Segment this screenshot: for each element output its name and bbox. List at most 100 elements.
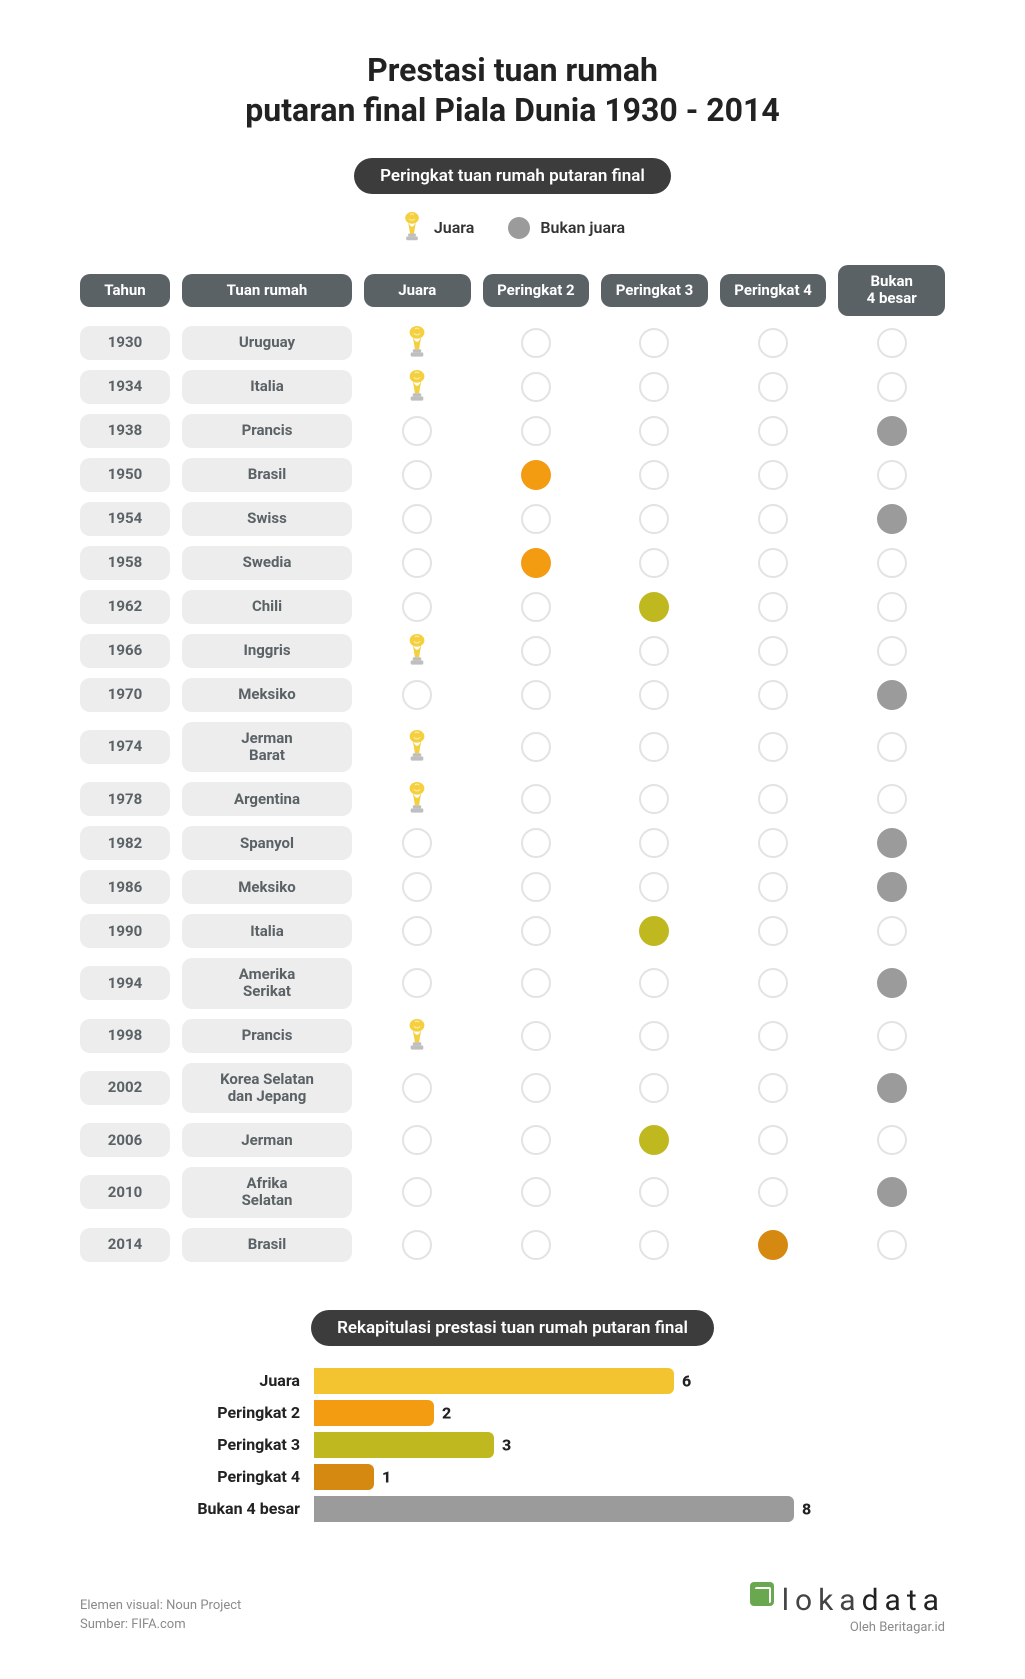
rank-cell [483, 1177, 590, 1207]
filled-dot-icon [521, 548, 551, 578]
rank-cell [364, 370, 471, 404]
host-cell: Argentina [182, 782, 352, 816]
bar-label: Juara [80, 1371, 300, 1390]
bar-track: 6 [314, 1368, 945, 1394]
recap-bars: Juara6Peringkat 22Peringkat 33Peringkat … [80, 1368, 945, 1522]
filled-dot-icon [877, 680, 907, 710]
year-cell: 2014 [80, 1228, 170, 1262]
empty-dot-icon [877, 916, 907, 946]
year-cell: 1966 [80, 634, 170, 668]
recap-title: Rekapitulasi prestasi tuan rumah putaran… [311, 1310, 714, 1346]
rank-cell [838, 328, 945, 358]
rank-cell [483, 328, 590, 358]
empty-dot-icon [758, 592, 788, 622]
rank-cell [364, 504, 471, 534]
table-column-header: Bukan4 besar [838, 265, 945, 316]
empty-dot-icon [639, 1073, 669, 1103]
empty-dot-icon [877, 1021, 907, 1051]
empty-dot-icon [521, 1073, 551, 1103]
empty-dot-icon [402, 1230, 432, 1260]
bar-fill [314, 1464, 374, 1490]
rank-cell [483, 968, 590, 998]
table-row: 1982Spanyol [80, 826, 945, 860]
empty-dot-icon [639, 504, 669, 534]
empty-dot-icon [521, 784, 551, 814]
rank-cell [720, 1021, 827, 1051]
rank-cell [720, 784, 827, 814]
host-cell: Brasil [182, 1228, 352, 1262]
empty-dot-icon [402, 416, 432, 446]
rank-cell [364, 1073, 471, 1103]
rank-cell [601, 1125, 708, 1155]
filled-dot-icon [877, 968, 907, 998]
rank-cell [838, 504, 945, 534]
rank-cell [720, 548, 827, 578]
empty-dot-icon [758, 328, 788, 358]
filled-dot-icon [877, 416, 907, 446]
rank-cell [720, 680, 827, 710]
empty-dot-icon [639, 680, 669, 710]
rank-cell [720, 1125, 827, 1155]
brand-logo: lokadata [750, 1582, 945, 1618]
filled-dot-icon [877, 1177, 907, 1207]
rank-cell [838, 636, 945, 666]
empty-dot-icon [521, 916, 551, 946]
host-cell: Prancis [182, 414, 352, 448]
rank-cell [720, 1230, 827, 1260]
table-row: 1962Chili [80, 590, 945, 624]
table-row: 2002Korea Selatandan Jepang [80, 1063, 945, 1114]
table-column-header: Peringkat 4 [720, 274, 827, 307]
ranking-table: TahunTuan rumahJuaraPeringkat 2Peringkat… [80, 265, 945, 1262]
rank-cell [364, 828, 471, 858]
bar-label: Peringkat 3 [80, 1435, 300, 1454]
rank-cell [838, 784, 945, 814]
empty-dot-icon [877, 784, 907, 814]
rank-cell [838, 680, 945, 710]
rank-cell [364, 416, 471, 446]
rank-cell [601, 916, 708, 946]
empty-dot-icon [639, 968, 669, 998]
rank-cell [720, 916, 827, 946]
empty-dot-icon [402, 460, 432, 490]
bar-label: Peringkat 2 [80, 1403, 300, 1422]
credit-source: Sumber: FIFA.com [80, 1615, 241, 1635]
filled-dot-icon [639, 916, 669, 946]
empty-dot-icon [521, 592, 551, 622]
rank-cell [601, 784, 708, 814]
empty-dot-icon [877, 460, 907, 490]
empty-dot-icon [758, 372, 788, 402]
empty-dot-icon [758, 732, 788, 762]
rank-cell [601, 328, 708, 358]
empty-dot-icon [402, 680, 432, 710]
empty-dot-icon [639, 372, 669, 402]
bar-label: Bukan 4 besar [80, 1499, 300, 1518]
rank-cell [838, 1073, 945, 1103]
bar-value: 1 [382, 1467, 391, 1486]
host-cell: Brasil [182, 458, 352, 492]
table-row: 1986Meksiko [80, 870, 945, 904]
bar-track: 1 [314, 1464, 945, 1490]
rank-cell [838, 548, 945, 578]
table-row: 2006Jerman [80, 1123, 945, 1157]
bar-fill [314, 1368, 674, 1394]
empty-dot-icon [877, 636, 907, 666]
empty-dot-icon [402, 872, 432, 902]
rank-cell [364, 1019, 471, 1053]
table-column-header: Peringkat 3 [601, 274, 708, 307]
bar-value: 8 [802, 1499, 811, 1518]
legend-champion: Juara [400, 212, 475, 243]
table-column-header: Juara [364, 274, 471, 307]
rank-cell [601, 592, 708, 622]
empty-dot-icon [639, 416, 669, 446]
rank-cell [720, 828, 827, 858]
host-cell: Prancis [182, 1019, 352, 1053]
empty-dot-icon [877, 372, 907, 402]
table-row: 1966Inggris [80, 634, 945, 668]
bar-row: Peringkat 22 [80, 1400, 945, 1426]
empty-dot-icon [758, 1177, 788, 1207]
credits: Elemen visual: Noun Project Sumber: FIFA… [80, 1596, 241, 1635]
rank-cell [364, 460, 471, 490]
filled-dot-icon [877, 872, 907, 902]
rank-cell [720, 460, 827, 490]
rank-cell [720, 416, 827, 446]
